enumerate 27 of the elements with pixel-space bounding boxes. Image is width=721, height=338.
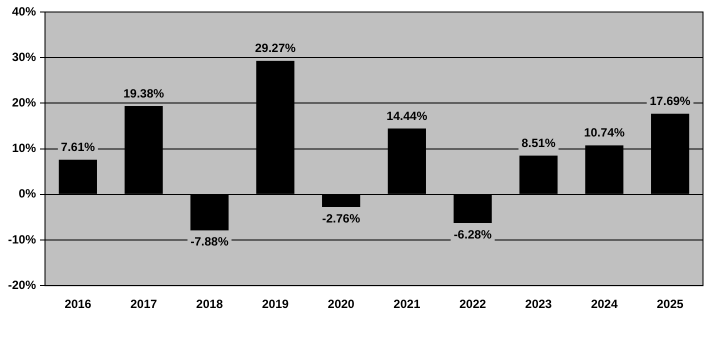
data-label: 10.74%: [584, 126, 625, 140]
data-label: -6.28%: [454, 227, 492, 242]
x-tick-label: 2019: [262, 297, 289, 312]
data-label: 7.61%: [60, 140, 96, 154]
x-tick-label: 2022: [459, 297, 486, 312]
data-label: -7.88%: [190, 234, 229, 249]
y-tick-label: 20%: [12, 96, 36, 110]
x-tick-label: 2024: [590, 297, 618, 312]
y-tick-label: -10%: [8, 232, 36, 246]
data-label: 17.69%: [650, 94, 691, 108]
data-label: -2.76%: [322, 211, 360, 226]
x-tick-label: 2023: [525, 297, 552, 312]
data-label: 14.44%: [386, 108, 428, 123]
y-tick-label: 0%: [18, 186, 36, 201]
x-tick-label: 2016: [64, 297, 92, 312]
x-tick-label: 2020: [328, 297, 355, 312]
x-tick-label: 2025: [656, 297, 684, 312]
x-tick-label: 2021: [394, 297, 421, 312]
x-tick-label: 2018: [196, 297, 224, 312]
data-label: 8.51%: [521, 136, 556, 150]
y-tick-label: 30%: [12, 50, 36, 64]
y-tick-label: 10%: [12, 141, 36, 156]
data-label: 29.27%: [254, 41, 296, 56]
x-tick-label: 2017: [130, 297, 158, 312]
data-label: 19.38%: [123, 86, 164, 100]
y-tick-label: 40%: [12, 4, 36, 18]
y-tick-label: -20%: [8, 278, 36, 292]
